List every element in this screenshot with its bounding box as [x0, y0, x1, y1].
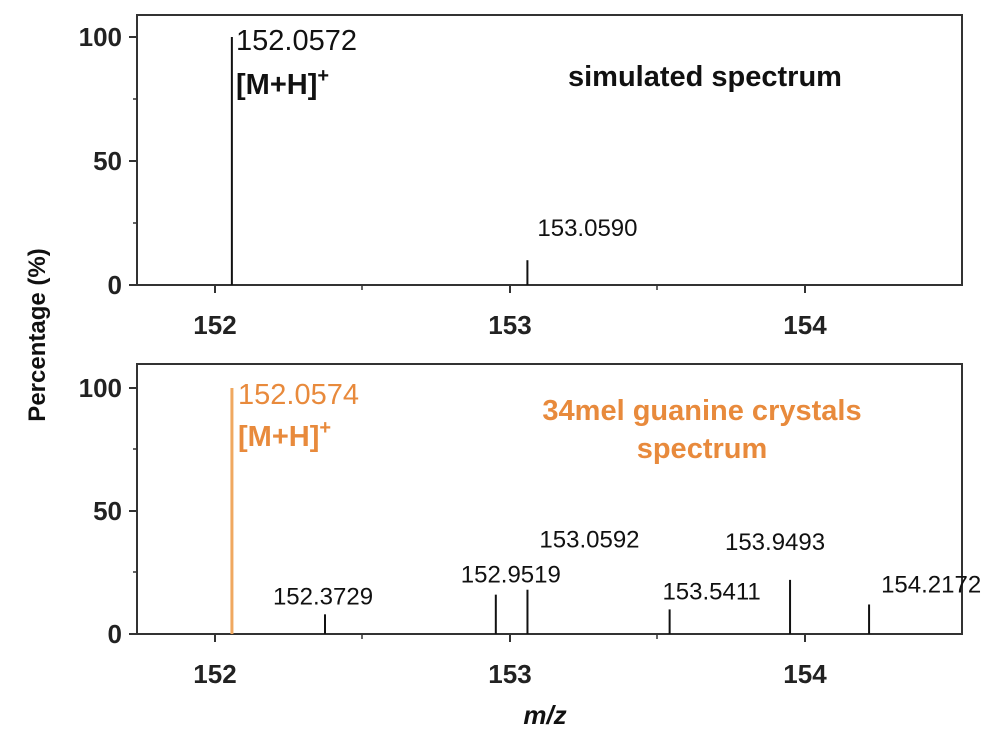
- bottom-peak-label-2: 152.9519: [461, 562, 561, 589]
- bottom-peaks: 152.3729 152.9519 153.0592 153.5411 153.9493…: [230, 388, 981, 634]
- bottom-x-tick-label-152: 152: [193, 659, 236, 689]
- top-main-peak-mz: 152.0572: [236, 25, 357, 57]
- top-main-peak-ion: [M+H]+: [236, 65, 329, 101]
- bottom-plot-frame: [136, 363, 963, 635]
- bottom-main-peak-ion: [M+H]+: [238, 417, 331, 453]
- bottom-peak-label-5: 153.9493: [725, 529, 825, 556]
- top-main-peak-ion-text: [M+H]: [236, 69, 317, 101]
- top-y-tick-label-50: 50: [93, 146, 122, 176]
- top-y-tick-label-0: 0: [108, 270, 122, 300]
- top-peak-label-1: 153.0590: [537, 215, 637, 242]
- bottom-main-peak-charge: +: [319, 417, 331, 439]
- bottom-panel-title-line2: spectrum: [637, 433, 768, 465]
- bottom-x-tick-label-153: 153: [488, 659, 531, 689]
- bottom-main-peak-mz: 152.0574: [238, 379, 359, 411]
- bottom-peak-label-6: 154.2172: [881, 571, 981, 598]
- bottom-panel: 0 50 100 152 153 154 152.3729 152.9519 153…: [79, 363, 981, 689]
- top-y-ticks: 0 50 100: [79, 22, 137, 300]
- bottom-peak-label-4: 153.5411: [662, 578, 760, 605]
- bottom-peak-label-1: 152.3729: [273, 583, 373, 610]
- top-peaks: 153.0590: [230, 37, 638, 285]
- bottom-panel-title: 34mel guanine crystals: [542, 395, 861, 427]
- bottom-x-tick-label-154: 154: [783, 659, 827, 689]
- top-x-ticks: 152 153 154: [193, 285, 827, 340]
- bottom-peak-label-3: 153.0592: [539, 527, 639, 554]
- top-main-peak-charge: +: [317, 65, 329, 87]
- top-plot-frame: [136, 14, 963, 286]
- top-y-tick-label-100: 100: [79, 22, 122, 52]
- top-panel: 0 50 100 152 153 154 153.0590 152.0572 […: [79, 14, 963, 340]
- bottom-x-ticks: 152 153 154: [193, 634, 827, 689]
- top-panel-title: simulated spectrum: [568, 61, 842, 93]
- top-x-tick-label-152: 152: [193, 310, 236, 340]
- bottom-y-ticks: 0 50 100: [79, 373, 137, 649]
- top-x-tick-label-153: 153: [488, 310, 531, 340]
- bottom-y-tick-label-50: 50: [93, 496, 122, 526]
- bottom-main-peak-ion-text: [M+H]: [238, 421, 319, 453]
- y-axis-title: Percentage (%): [24, 248, 51, 421]
- bottom-y-tick-label-100: 100: [79, 373, 122, 403]
- top-x-tick-label-154: 154: [783, 310, 827, 340]
- x-axis-title: m/z: [523, 700, 566, 730]
- bottom-y-tick-label-0: 0: [108, 619, 122, 649]
